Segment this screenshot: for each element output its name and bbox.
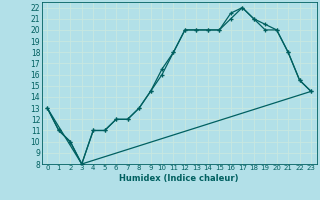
X-axis label: Humidex (Indice chaleur): Humidex (Indice chaleur) xyxy=(119,174,239,183)
